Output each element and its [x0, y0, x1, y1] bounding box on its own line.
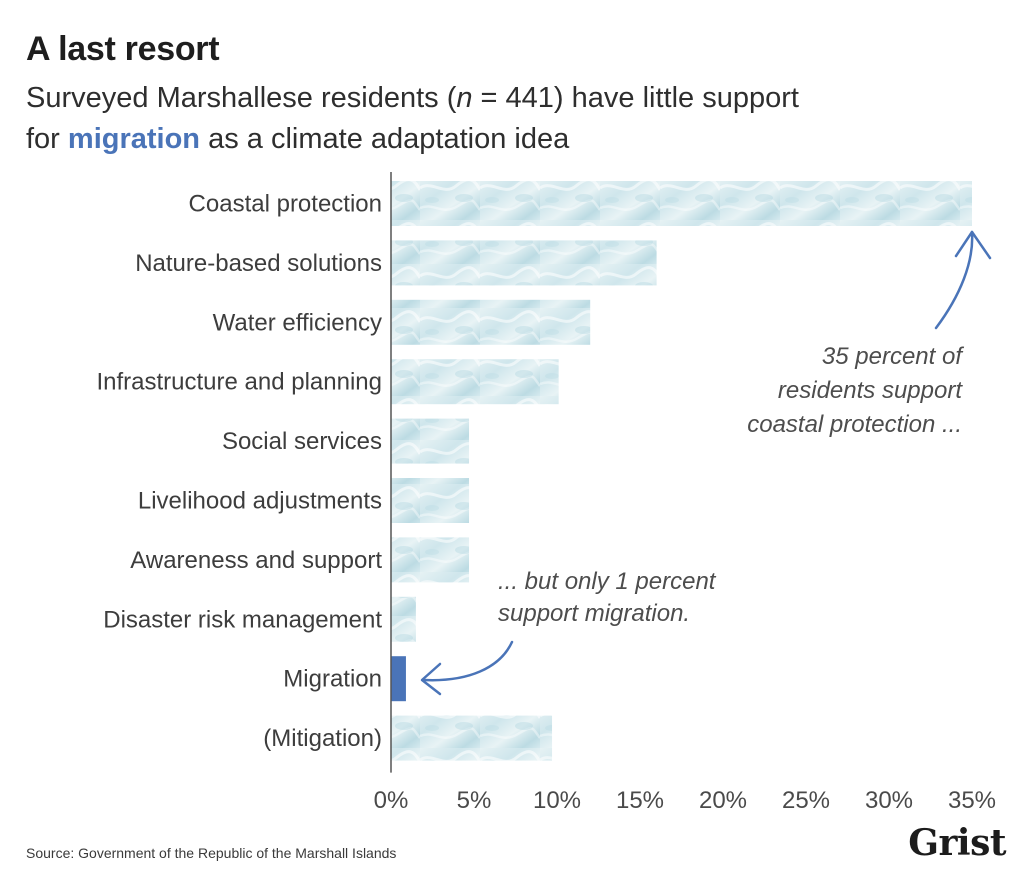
- chart-subtitle-line-1: Surveyed Marshallese residents (n = 441)…: [26, 82, 799, 115]
- bar-awareness-and-support: [391, 537, 470, 583]
- subtitle-highlight-migration: migration: [67, 123, 201, 155]
- annotation-coastal-line: residents support: [778, 377, 963, 404]
- annotation-arrow-migration: [422, 640, 514, 682]
- annotation-arrow-coastal: [934, 230, 974, 330]
- bar-coastal-protection: [391, 181, 972, 226]
- subtitle-n: n: [456, 82, 473, 114]
- category-label: Disaster risk management: [103, 606, 382, 633]
- subtitle-text-pre: Surveyed Marshallese residents (: [26, 82, 457, 114]
- category-label: (Mitigation): [263, 725, 382, 752]
- annotation-arrowhead-migration: [420, 662, 442, 696]
- x-tick-label: 20%: [699, 787, 747, 814]
- bar-migration: [391, 656, 406, 702]
- subtitle2-text-pre: for: [26, 123, 68, 155]
- grist-logo: Grist: [908, 822, 1006, 864]
- category-label: Social services: [222, 428, 382, 455]
- x-tick-label: 10%: [533, 787, 581, 814]
- bar-water-efficiency: [391, 299, 591, 345]
- category-label: Awareness and support: [130, 547, 382, 574]
- x-tick-label: 35%: [948, 787, 996, 814]
- annotation-migration-line: ... but only 1 percent: [498, 568, 717, 595]
- chart-title: A last resort: [26, 30, 220, 68]
- category-label: Livelihood adjustments: [138, 488, 382, 515]
- annotations: 35 percent of residents support coastal pr…: [420, 230, 992, 696]
- x-tick-labels: 0% 5% 10% 15% 20% 25% 30% 35%: [374, 787, 996, 814]
- bar-infrastructure-and-planning: [391, 359, 559, 405]
- category-labels: Coastal protection Nature-based solutions…: [96, 191, 382, 753]
- annotation-arrowhead-coastal: [954, 230, 992, 260]
- annotation-coastal-line: 35 percent of: [822, 343, 964, 370]
- category-label: Water efficiency: [213, 309, 382, 336]
- x-tick-label: 0%: [374, 787, 409, 814]
- chart-subtitle-line-2: for migration as a climate adaptation id…: [26, 123, 569, 156]
- x-tick-label: 15%: [616, 787, 664, 814]
- bar-livelihood-adjustments: [391, 478, 470, 523]
- subtitle2-text-post: as a climate adaptation idea: [200, 123, 570, 155]
- category-label: Infrastructure and planning: [96, 369, 382, 396]
- subtitle-text-post: = 441) have little support: [472, 82, 799, 114]
- annotation-migration-line: support migration.: [498, 600, 690, 627]
- category-label: Nature-based solutions: [135, 250, 382, 277]
- x-tick-label: 5%: [457, 787, 492, 814]
- category-label: Coastal protection: [189, 191, 382, 218]
- x-tick-label: 30%: [865, 787, 913, 814]
- bar-social-services: [391, 418, 470, 464]
- annotation-coastal-line: coastal protection ...: [747, 411, 962, 438]
- bar-nature-based-solutions: [391, 240, 657, 286]
- category-label: Migration: [283, 666, 382, 693]
- bars-group: [391, 181, 972, 761]
- bar-mitigation: [391, 715, 553, 761]
- source-note: Source: Government of the Republic of th…: [26, 845, 397, 861]
- bar-disaster-risk-management: [391, 596, 416, 642]
- x-tick-label: 25%: [782, 787, 830, 814]
